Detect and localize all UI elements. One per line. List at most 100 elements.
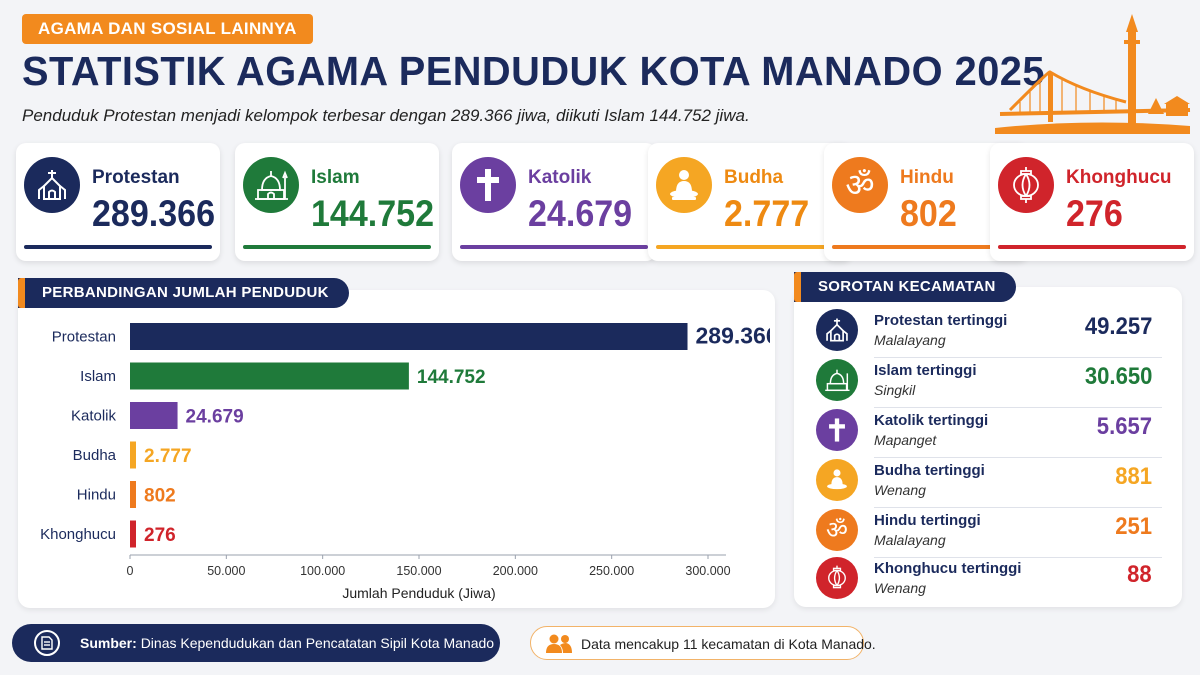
stat-card-katolik: Katolik 24.679 (452, 143, 656, 261)
stat-value: 802 (900, 193, 957, 234)
stat-card-budha: Budha 2.777 (648, 143, 852, 261)
x-tick-label: 100.000 (300, 564, 345, 578)
highlight-title: Islam tertinggi (874, 362, 977, 379)
x-tick-label: 250.000 (589, 564, 634, 578)
page-subtitle: Penduduk Protestan menjadi kelompok terb… (22, 106, 750, 125)
source-name: Dinas Kependudukan dan Pencatatan Sipil … (140, 635, 495, 651)
highlight-area: Wenang (874, 482, 926, 498)
page-title: STATISTIK AGAMA PENDUDUK KOTA MANADO 202… (22, 48, 1046, 94)
highlight-row-khonghucu: Khonghucu tertinggi Wenang 88 (812, 553, 1162, 603)
om-icon: ॐ (816, 509, 858, 551)
stat-label: Budha (724, 167, 784, 188)
highlight-title: Protestan tertinggi (874, 312, 1008, 329)
mosque-icon (816, 359, 858, 401)
bar (130, 481, 136, 508)
buddha-icon (816, 459, 858, 501)
category-label: Protestan (52, 329, 116, 346)
highlight-value: 88 (1127, 561, 1152, 588)
highlight-row-budha: Budha tertinggi Wenang 881 (812, 455, 1162, 508)
highlight-title: Katolik tertinggi (874, 412, 989, 429)
stat-underline (998, 245, 1186, 249)
cross-icon (460, 157, 516, 213)
stat-value: 276 (1066, 193, 1123, 234)
buddha-icon (656, 157, 712, 213)
church-icon (24, 157, 80, 213)
highlight-row-islam: Islam tertinggi Singkil 30.650 (812, 355, 1162, 408)
row-divider (874, 357, 1162, 358)
church-icon (816, 309, 858, 351)
stat-label: Katolik (528, 167, 592, 188)
bar (130, 362, 409, 390)
highlight-title: Khonghucu tertinggi (874, 560, 1022, 577)
people-icon (546, 634, 572, 653)
category-label: Hindu (77, 487, 116, 504)
stat-card-khonghucu: Khonghucu 276 (990, 143, 1194, 261)
stat-label: Islam (311, 167, 360, 188)
stat-label: Khonghucu (1066, 167, 1172, 188)
category-label: Budha (73, 447, 117, 464)
stat-value: 289.366 (92, 193, 216, 234)
highlight-title: Budha tertinggi (874, 462, 985, 479)
highlight-value: 30.650 (1084, 363, 1152, 390)
note-text: Data mencakup 11 kecamatan di Kota Manad… (581, 636, 876, 652)
x-tick-label: 200.000 (493, 564, 538, 578)
row-divider (874, 507, 1162, 508)
stat-value: 2.777 (724, 193, 810, 234)
value-label: 144.752 (417, 367, 486, 388)
stat-underline (832, 245, 1020, 249)
bar (130, 323, 688, 350)
highlight-row-protestan: Protestan tertinggi Malalayang 49.257 (812, 305, 1162, 358)
highlight-area: Malalayang (874, 332, 946, 348)
value-label: 289.366 (696, 323, 770, 349)
source-label: Sumber: (80, 635, 137, 651)
x-tick-label: 300.000 (685, 564, 730, 578)
highlights-heading: SOROTAN KECAMATAN (794, 272, 1016, 302)
value-label: 2.777 (144, 446, 192, 467)
stat-underline (656, 245, 844, 249)
stat-value: 24.679 (528, 193, 633, 234)
lantern-icon (816, 557, 858, 599)
highlights-panel (794, 287, 1182, 607)
highlight-title: Hindu tertinggi (874, 512, 981, 529)
value-label: 24.679 (186, 407, 244, 428)
stat-underline (243, 245, 431, 249)
x-axis-title: Jumlah Penduduk (Jiwa) (342, 585, 495, 601)
tagline: AGAMA DAN SOSIAL LAINNYA (22, 14, 313, 44)
highlight-row-hindu: ॐ Hindu tertinggi Malalayang 251 (812, 505, 1162, 558)
population-bar-chart: Protestan 289.366 Islam 144.752 Katolik 24.67… (40, 323, 770, 602)
stat-card-protestan: Protestan 289.366 (16, 143, 220, 261)
stat-label: Hindu (900, 167, 954, 188)
bridge-monument-illustration (995, 14, 1191, 134)
row-divider (874, 557, 1162, 558)
value-label: 276 (144, 525, 176, 546)
document-icon (34, 630, 60, 656)
stat-card-islam: Islam 144.752 (235, 143, 439, 261)
highlight-area: Singkil (874, 382, 916, 398)
stat-label: Protestan (92, 167, 180, 188)
lantern-icon (998, 157, 1054, 213)
x-tick-label: 50.000 (207, 564, 245, 578)
highlight-value: 49.257 (1084, 313, 1152, 340)
cross-icon (816, 409, 858, 451)
source-box: Sumber: Dinas Kependudukan dan Pencatata… (12, 624, 500, 662)
highlight-area: Wenang (874, 580, 926, 596)
bar (130, 402, 178, 429)
stat-value: 144.752 (311, 193, 435, 234)
om-icon: ॐ (832, 157, 888, 213)
stat-underline (24, 245, 212, 249)
source-text: Sumber: Dinas Kependudukan dan Pencatata… (80, 635, 494, 651)
comparison-heading: PERBANDINGAN JUMLAH PENDUDUK (18, 278, 349, 308)
stat-underline (460, 245, 648, 249)
note-box: Data mencakup 11 kecamatan di Kota Manad… (530, 626, 876, 660)
mosque-icon (243, 157, 299, 213)
highlight-value: 881 (1115, 463, 1152, 490)
category-label: Islam (80, 368, 116, 385)
bar (130, 441, 136, 469)
category-label: Khonghucu (40, 526, 116, 543)
highlight-area: Mapanget (874, 432, 937, 448)
highlight-value: 251 (1115, 513, 1152, 540)
highlight-value: 5.657 (1096, 413, 1152, 440)
x-tick-label: 150.000 (396, 564, 441, 578)
highlight-area: Malalayang (874, 532, 946, 548)
x-tick-label: 0 (127, 564, 134, 578)
